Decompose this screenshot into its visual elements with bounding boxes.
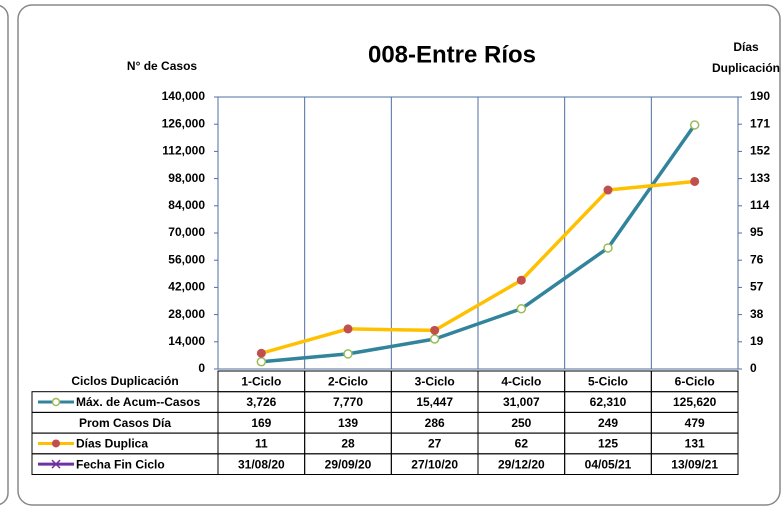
data-point [343,324,353,334]
legend-label: Días Duplica [76,437,148,451]
table-value: 31,007 [503,395,540,409]
data-point [343,349,353,359]
x-tick-label: 5-Ciclo [588,375,628,389]
y2-tick-label: 76 [750,252,764,266]
y-tick-label: 14,000 [168,334,205,348]
y2-tick-label: 190 [750,89,770,103]
data-point [603,243,613,253]
y-tick-label: 56,000 [168,252,205,266]
y-tick-label: 112,000 [162,144,205,158]
y2-tick-label: 57 [750,280,764,294]
x-tick-label: 6-Ciclo [675,375,715,389]
x-tick-label: 2-Ciclo [328,375,368,389]
table-value: 139 [338,416,358,430]
table-header: Ciclos Duplicación [71,374,178,388]
y-tick-label: 126,000 [162,116,206,130]
data-point [689,120,700,130]
y-tick-label: 84,000 [168,198,205,212]
table-value: 250 [511,416,531,430]
table-value: 15,447 [416,395,453,409]
y-tick-label: 140,000 [162,89,206,103]
legend-marker [52,439,60,448]
legend-marker [51,459,61,469]
table-value: 28 [341,437,355,451]
table-value: 62 [515,437,529,451]
table-value: 29/12/20 [498,457,545,471]
row-label: Prom Casos Día [79,416,171,430]
y2-tick-label: 171 [750,116,770,130]
x-tick-label: 1-Ciclo [241,375,281,389]
data-point [430,325,440,335]
table-value: 27 [428,437,442,451]
x-tick-label: 4-Ciclo [501,375,541,389]
table-value: 04/05/21 [585,457,632,471]
y2-tick-label: 95 [750,225,764,239]
chart-title: 008-Entre Ríos [368,41,536,68]
table-value: 7,770 [333,395,363,409]
data-point [603,185,613,195]
table-value: 131 [685,437,705,451]
y2-tick-label: 0 [750,361,757,375]
table-value: 62,310 [590,395,627,409]
y2-tick-label: 133 [750,171,770,185]
table-value: 3,726 [246,395,276,409]
y-axis-label: N° de Casos [127,59,197,73]
legend-label: Fecha Fin Ciclo [76,457,165,471]
table-value: 125,620 [673,395,717,409]
y-tick-label: 0 [198,361,205,375]
table-value: 169 [251,416,271,430]
data-point [429,334,440,344]
y-tick-label: 70,000 [168,225,205,239]
series-line [261,123,697,364]
x-tick-label: 3-Ciclo [415,375,455,389]
y-tick-label: 42,000 [168,280,205,294]
table-value: 125 [598,437,618,451]
y-tick-label: 28,000 [168,307,205,321]
legend-marker [51,397,61,407]
y2-tick-label: 19 [750,334,764,348]
table-value: 479 [685,416,705,430]
table-value: 29/09/20 [325,457,372,471]
y-tick-label: 98,000 [168,171,205,185]
table-value: 31/08/20 [238,457,285,471]
data-point [690,176,700,186]
y2-axis-label: Días [733,40,759,54]
chart-panel [17,4,781,506]
table-value: 13/09/21 [671,457,718,471]
y2-axis-label: Duplicación [712,61,780,75]
y2-tick-label: 114 [750,198,770,212]
legend-label: Máx. de Acum--Casos [76,395,201,409]
data-point [256,348,266,358]
series-line [260,179,695,355]
table-value: 11 [255,437,268,451]
data-point [516,304,527,314]
y2-tick-label: 152 [750,144,770,158]
table-value: 286 [425,416,445,430]
data-point [516,275,526,285]
side-panel [0,4,9,506]
table-value: 27/10/20 [411,457,458,471]
data-point [256,357,267,367]
y2-tick-label: 38 [750,307,764,321]
table-value: 249 [598,416,618,430]
table-cell [650,453,739,475]
